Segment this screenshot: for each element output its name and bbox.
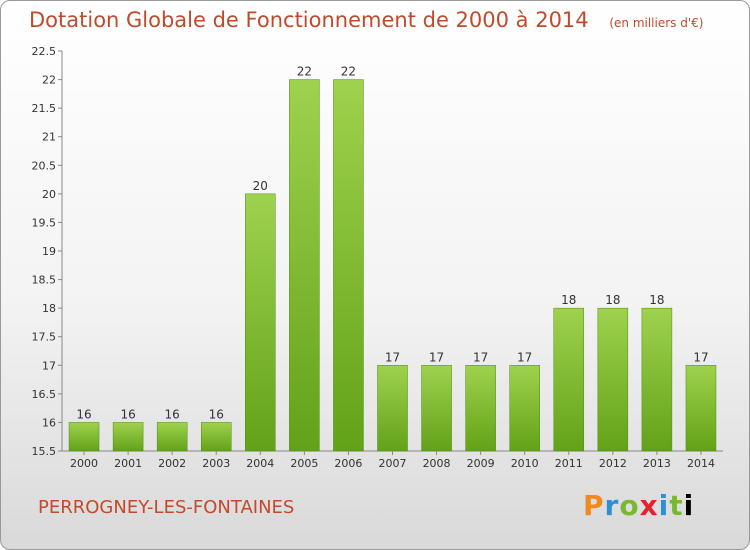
chart-unit: (en milliers d'€)	[609, 16, 704, 30]
logo-letter: i	[658, 489, 670, 522]
logo-letter: i	[683, 489, 695, 522]
x-tick-label: 2014	[687, 457, 715, 470]
bar	[377, 365, 408, 452]
data-label: 18	[561, 293, 576, 307]
logo-letter: t	[669, 489, 684, 522]
y-tick-label: 22	[42, 74, 56, 87]
bar	[509, 365, 540, 452]
data-label: 22	[341, 65, 356, 79]
bar	[112, 422, 144, 452]
logo-letter: r	[604, 489, 620, 522]
bar	[68, 422, 100, 452]
bar	[200, 422, 232, 452]
x-tick-label: 2011	[555, 457, 583, 470]
x-tick-label: 2005	[290, 457, 318, 470]
data-label: 16	[120, 407, 135, 421]
x-tick-label: 2006	[334, 457, 362, 470]
y-tick-label: 20	[42, 188, 56, 201]
chart-title-text: Dotation Globale de Fonctionnement de 20…	[29, 8, 589, 32]
x-tick-label: 2010	[511, 457, 539, 470]
bar	[641, 307, 673, 452]
y-tick-label: 21.5	[32, 102, 57, 115]
commune-name: PERROGNEY-LES-FONTAINES	[38, 497, 295, 518]
bar	[465, 365, 496, 452]
data-label: 22	[297, 65, 312, 79]
x-tick-label: 2008	[423, 457, 451, 470]
y-tick-label: 16	[42, 416, 56, 429]
y-tick-label: 22.5	[32, 45, 57, 58]
x-tick-label: 2004	[246, 457, 274, 470]
data-label: 18	[649, 293, 664, 307]
y-tick-label: 18	[42, 302, 56, 315]
x-tick-label: 2003	[202, 457, 230, 470]
logo-letter: o	[619, 489, 640, 522]
y-tick-label: 18.5	[32, 274, 57, 287]
data-label: 18	[605, 293, 620, 307]
y-tick-label: 21	[42, 131, 56, 144]
data-label: 17	[517, 350, 532, 364]
data-label: 17	[429, 350, 444, 364]
bar	[421, 365, 452, 452]
data-label: 16	[209, 407, 224, 421]
bar	[685, 365, 717, 452]
x-tick-label: 2012	[599, 457, 627, 470]
x-tick-label: 2009	[467, 457, 495, 470]
y-tick-label: 16.5	[32, 388, 57, 401]
data-label: 17	[473, 350, 488, 364]
x-tick-label: 2007	[379, 457, 407, 470]
logo-letter: P	[583, 489, 605, 522]
y-tick-label: 15.5	[32, 445, 57, 458]
y-tick-label: 19	[42, 245, 56, 258]
bar	[597, 307, 629, 452]
proxiti-logo: Proxiti	[583, 489, 694, 522]
y-tick-label: 19.5	[32, 216, 57, 229]
bar	[156, 422, 188, 452]
bar	[553, 307, 585, 452]
data-label: 16	[76, 407, 91, 421]
y-tick-label: 17	[42, 359, 56, 372]
bar	[245, 193, 276, 452]
y-tick-label: 17.5	[32, 331, 57, 344]
x-tick-label: 2000	[70, 457, 98, 470]
bar	[289, 79, 320, 452]
data-label: 17	[385, 350, 400, 364]
logo-letter: x	[639, 489, 659, 522]
x-tick-label: 2001	[114, 457, 142, 470]
x-tick-label: 2013	[643, 457, 671, 470]
data-label: 20	[253, 179, 268, 193]
data-label: 17	[693, 350, 708, 364]
data-label: 16	[165, 407, 180, 421]
y-tick-label: 20.5	[32, 159, 57, 172]
chart-title: Dotation Globale de Fonctionnement de 20…	[29, 8, 703, 32]
bar	[333, 79, 364, 452]
x-tick-label: 2002	[158, 457, 186, 470]
